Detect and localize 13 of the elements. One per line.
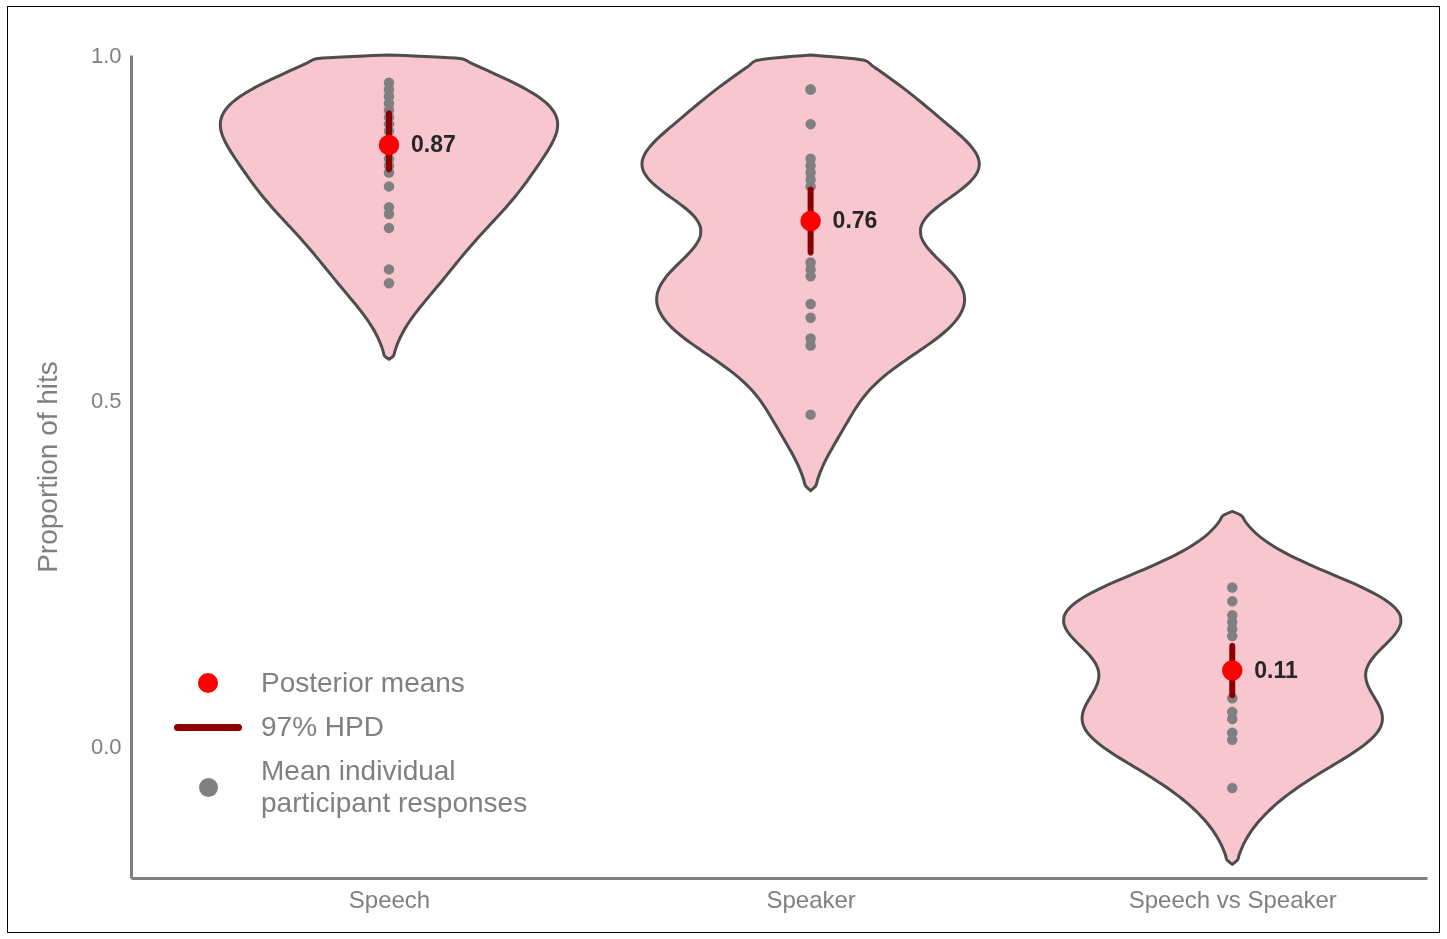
- x-tick-label: Speech vs Speaker: [1128, 885, 1337, 913]
- legend-label: Mean individual participant responses: [261, 755, 529, 819]
- y-tick-label: 0.5: [90, 388, 122, 414]
- y-tick-label: 0.0: [90, 734, 122, 760]
- legend-label: 97% HPD: [261, 711, 385, 743]
- x-tick-label: Speech: [348, 885, 431, 913]
- data-label: 0.76: [832, 206, 878, 233]
- y-axis-title: Proportion of hits: [31, 361, 63, 573]
- y-tick-label: 1.0: [90, 42, 122, 68]
- x-tick-label: Speaker: [766, 885, 856, 913]
- data-label: 0.11: [1254, 656, 1298, 683]
- legend-label: Posterior means: [261, 667, 466, 699]
- data-label: 0.87: [410, 130, 456, 157]
